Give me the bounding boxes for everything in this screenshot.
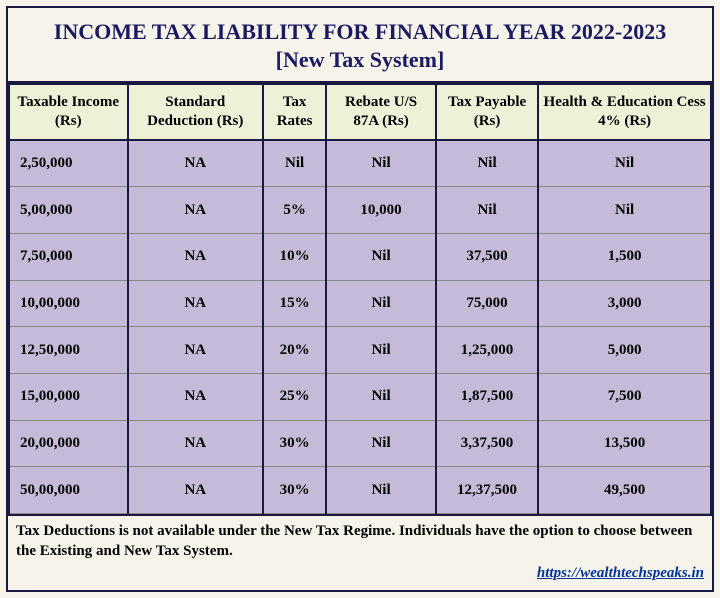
tax-table: Taxable Income (Rs) Standard Deduction (…	[8, 83, 712, 514]
col-tax-payable: Tax Payable (Rs)	[436, 84, 538, 140]
table-cell: Nil	[538, 187, 711, 234]
table-cell: 10,000	[326, 187, 436, 234]
table-cell: Nil	[263, 140, 326, 187]
table-cell: Nil	[538, 140, 711, 187]
table-cell: Nil	[326, 467, 436, 514]
table-cell: 10,00,000	[9, 280, 128, 327]
table-cell: 1,500	[538, 233, 711, 280]
table-cell: 7,500	[538, 373, 711, 420]
table-cell: 15%	[263, 280, 326, 327]
table-cell: NA	[128, 420, 264, 467]
tax-table-container: INCOME TAX LIABILITY FOR FINANCIAL YEAR …	[6, 6, 714, 592]
table-row: 50,00,000NA30%Nil12,37,50049,500	[9, 467, 711, 514]
table-cell: Nil	[436, 140, 538, 187]
table-header-row: Taxable Income (Rs) Standard Deduction (…	[9, 84, 711, 140]
source-link[interactable]: https://wealthtechspeaks.in	[16, 565, 704, 582]
table-cell: 49,500	[538, 467, 711, 514]
table-cell: Nil	[436, 187, 538, 234]
table-cell: Nil	[326, 280, 436, 327]
table-cell: 15,00,000	[9, 373, 128, 420]
col-cess: Health & Education Cess 4% (Rs)	[538, 84, 711, 140]
table-cell: 50,00,000	[9, 467, 128, 514]
table-cell: NA	[128, 187, 264, 234]
table-cell: 25%	[263, 373, 326, 420]
table-cell: 12,50,000	[9, 327, 128, 374]
table-cell: 20%	[263, 327, 326, 374]
col-rebate: Rebate U/S 87A (Rs)	[326, 84, 436, 140]
table-cell: NA	[128, 373, 264, 420]
table-row: 12,50,000NA20%Nil1,25,0005,000	[9, 327, 711, 374]
table-cell: Nil	[326, 140, 436, 187]
table-cell: 7,50,000	[9, 233, 128, 280]
table-cell: 12,37,500	[436, 467, 538, 514]
col-tax-rates: Tax Rates	[263, 84, 326, 140]
table-cell: NA	[128, 233, 264, 280]
page-title: INCOME TAX LIABILITY FOR FINANCIAL YEAR …	[8, 8, 712, 83]
table-row: 7,50,000NA10%Nil37,5001,500	[9, 233, 711, 280]
table-cell: 20,00,000	[9, 420, 128, 467]
table-cell: 1,87,500	[436, 373, 538, 420]
table-cell: 30%	[263, 420, 326, 467]
table-row: 20,00,000NA30%Nil3,37,50013,500	[9, 420, 711, 467]
title-line-2: [New Tax System]	[276, 47, 445, 72]
table-cell: NA	[128, 467, 264, 514]
table-cell: NA	[128, 327, 264, 374]
col-standard-deduction: Standard Deduction (Rs)	[128, 84, 264, 140]
table-cell: 13,500	[538, 420, 711, 467]
table-cell: NA	[128, 280, 264, 327]
table-cell: NA	[128, 140, 264, 187]
table-cell: Nil	[326, 420, 436, 467]
table-cell: 10%	[263, 233, 326, 280]
table-cell: Nil	[326, 327, 436, 374]
table-row: 5,00,000NA5%10,000NilNil	[9, 187, 711, 234]
table-cell: 1,25,000	[436, 327, 538, 374]
table-row: 10,00,000NA15%Nil75,0003,000	[9, 280, 711, 327]
title-line-1: INCOME TAX LIABILITY FOR FINANCIAL YEAR …	[54, 19, 666, 44]
footer-note: Tax Deductions is not available under th…	[16, 522, 704, 561]
table-cell: 5%	[263, 187, 326, 234]
table-cell: 2,50,000	[9, 140, 128, 187]
table-cell: 3,37,500	[436, 420, 538, 467]
table-cell: 75,000	[436, 280, 538, 327]
table-cell: 30%	[263, 467, 326, 514]
table-cell: Nil	[326, 233, 436, 280]
table-cell: 37,500	[436, 233, 538, 280]
table-cell: 3,000	[538, 280, 711, 327]
table-row: 2,50,000NANilNilNilNil	[9, 140, 711, 187]
col-taxable-income: Taxable Income (Rs)	[9, 84, 128, 140]
table-cell: 5,00,000	[9, 187, 128, 234]
table-cell: Nil	[326, 373, 436, 420]
table-cell: 5,000	[538, 327, 711, 374]
table-row: 15,00,000NA25%Nil1,87,5007,500	[9, 373, 711, 420]
footer: Tax Deductions is not available under th…	[8, 514, 712, 590]
